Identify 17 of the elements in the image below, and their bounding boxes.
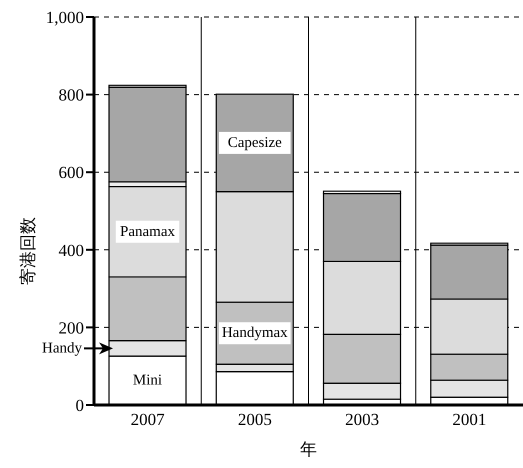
series-label: Mini bbox=[132, 372, 162, 389]
y-tick-label: 600 bbox=[58, 163, 84, 182]
series-label: Panamax bbox=[120, 224, 176, 240]
y-tick-label: 200 bbox=[58, 318, 84, 338]
x-tick-label: 2007 bbox=[130, 410, 166, 430]
x-tick-label: 2001 bbox=[452, 410, 486, 430]
series-label: Handymax bbox=[222, 325, 288, 342]
series-label: Capesize bbox=[228, 134, 282, 151]
y-axis-title: 寄港回数 bbox=[18, 217, 38, 285]
x-axis-title: 年 bbox=[300, 440, 317, 459]
legend-label: Handy bbox=[42, 340, 82, 356]
x-tick-label: 2003 bbox=[345, 410, 380, 430]
y-tick-label: 1,000 bbox=[46, 8, 84, 28]
x-tick-label: 2005 bbox=[238, 410, 272, 430]
y-tick-label: 400 bbox=[58, 240, 84, 260]
y-tick-label: 800 bbox=[58, 86, 84, 105]
y-tick-label: 0 bbox=[76, 396, 84, 416]
